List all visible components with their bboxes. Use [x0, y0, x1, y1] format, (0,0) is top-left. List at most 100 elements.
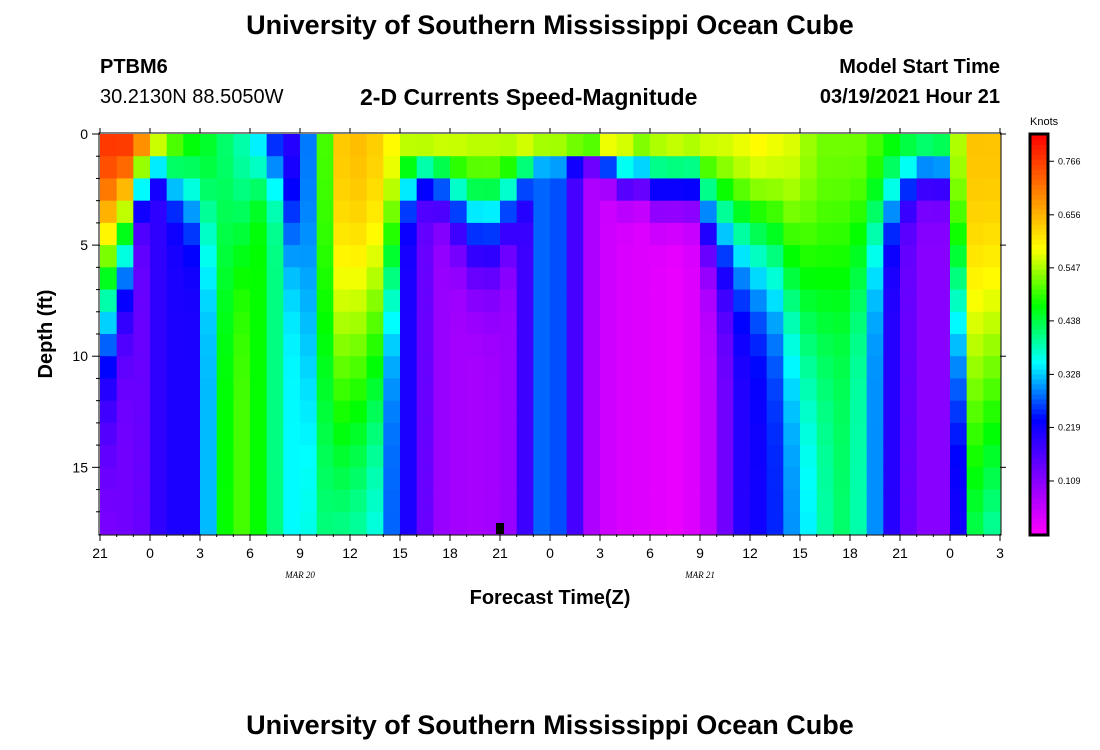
- heatmap-cell: [433, 245, 451, 268]
- heatmap-cell: [433, 445, 451, 468]
- heatmap-cell: [266, 334, 284, 357]
- heatmap-cell: [733, 200, 751, 224]
- heatmap-cell: [816, 422, 834, 446]
- heatmap-cell: [483, 467, 501, 490]
- colorbar-cell: [1031, 169, 1047, 176]
- heatmap-cell: [116, 511, 134, 535]
- heatmap-cell: [966, 489, 984, 513]
- heatmap-cell: [983, 467, 1001, 490]
- heatmap-cell: [733, 378, 751, 402]
- heatmap-cell: [133, 422, 151, 446]
- heatmap-cell: [366, 356, 384, 379]
- heatmap-cell: [533, 222, 551, 246]
- heatmap-cell: [433, 267, 451, 290]
- heatmap-cell: [633, 134, 651, 157]
- heatmap-cell: [416, 511, 434, 535]
- heatmap-cell: [683, 445, 701, 468]
- heatmap-cell: [566, 378, 584, 402]
- x-axis: 21 0 3 6 9 12 15 18 21 0 3 6 9 12 15 18 21 0 3 MAR 20 MAR 21: [92, 128, 1004, 580]
- heatmap-cell: [450, 445, 468, 468]
- heatmap-cell: [533, 267, 551, 290]
- heatmap-cell: [950, 289, 968, 313]
- heatmap-cell: [100, 178, 118, 202]
- heatmap-cell: [583, 445, 601, 468]
- heatmap-cell: [300, 267, 318, 290]
- heatmap-cell: [350, 222, 368, 246]
- heatmap-cell: [266, 356, 284, 379]
- heatmap-cell: [983, 289, 1001, 313]
- heatmap-cell: [583, 334, 601, 357]
- heatmap-cell: [116, 178, 134, 202]
- heatmap-cell: [950, 156, 968, 179]
- heatmap-cell: [833, 289, 851, 313]
- heatmap-cell: [750, 134, 768, 157]
- heatmap-cell: [100, 134, 118, 157]
- heatmap-cell: [500, 334, 518, 357]
- heatmap-cell: [250, 156, 268, 179]
- heatmap-cell: [783, 178, 801, 202]
- heatmap-cell: [200, 156, 218, 179]
- heatmap-cell: [416, 467, 434, 490]
- colorbar-tick-label: 0.328: [1058, 369, 1081, 379]
- heatmap-cell: [583, 245, 601, 268]
- x-tick-label: 21: [92, 545, 108, 561]
- heatmap-cell: [466, 356, 484, 379]
- heatmap-cell: [216, 178, 234, 202]
- heatmap-cell: [316, 511, 334, 535]
- heatmap-cell: [183, 334, 201, 357]
- heatmap-cell: [966, 334, 984, 357]
- heatmap-cell: [800, 489, 818, 513]
- heatmap-cell: [916, 156, 934, 179]
- heatmap-cell: [183, 311, 201, 335]
- heatmap-cell: [400, 378, 418, 402]
- heatmap-cell: [900, 356, 918, 379]
- colorbar-cell: [1031, 144, 1047, 151]
- heatmap-cell: [183, 467, 201, 490]
- heatmap-cell: [200, 289, 218, 313]
- heatmap-cell: [733, 467, 751, 490]
- heatmap-cell: [750, 178, 768, 202]
- heatmap-cell: [900, 334, 918, 357]
- heatmap-cell: [600, 178, 618, 202]
- heatmap-cell: [583, 267, 601, 290]
- heatmap-cell: [350, 467, 368, 490]
- heatmap-cell: [883, 489, 901, 513]
- heatmap-cell: [916, 267, 934, 290]
- heatmap-cell: [633, 511, 651, 535]
- heatmap-cell: [633, 489, 651, 513]
- heatmap-cell: [800, 334, 818, 357]
- heatmap-cell: [866, 267, 884, 290]
- heatmap-cell: [950, 178, 968, 202]
- heatmap-cell: [483, 178, 501, 202]
- heatmap-cell: [866, 489, 884, 513]
- heatmap-cell: [816, 445, 834, 468]
- heatmap-cell: [133, 245, 151, 268]
- heatmap-cell: [533, 422, 551, 446]
- heatmap-cell: [100, 400, 118, 424]
- heatmap-cell: [750, 378, 768, 402]
- heatmap-cell: [866, 156, 884, 179]
- heatmap-cell: [783, 489, 801, 513]
- heatmap-cell: [666, 334, 684, 357]
- heatmap-cell: [333, 156, 351, 179]
- heatmap-cell: [233, 134, 251, 157]
- heatmap-cell: [566, 400, 584, 424]
- heatmap-cell: [633, 245, 651, 268]
- heatmap-cell: [200, 134, 218, 157]
- heatmap-cell: [550, 156, 568, 179]
- heatmap-cell: [400, 334, 418, 357]
- colorbar-cell: [1031, 139, 1047, 146]
- colorbar-cell: [1031, 159, 1047, 166]
- colorbar-cell: [1031, 364, 1047, 370]
- heatmap-cell: [716, 311, 734, 335]
- heatmap-cell: [850, 289, 868, 313]
- heatmap-cell: [750, 267, 768, 290]
- heatmap-cell: [550, 245, 568, 268]
- heatmap-cell: [450, 511, 468, 535]
- heatmap-cell: [133, 289, 151, 313]
- heatmap-cell: [366, 378, 384, 402]
- heatmap-cell: [250, 356, 268, 379]
- heatmap-cell: [933, 445, 951, 468]
- heatmap-cell: [450, 311, 468, 335]
- heatmap-cell: [916, 178, 934, 202]
